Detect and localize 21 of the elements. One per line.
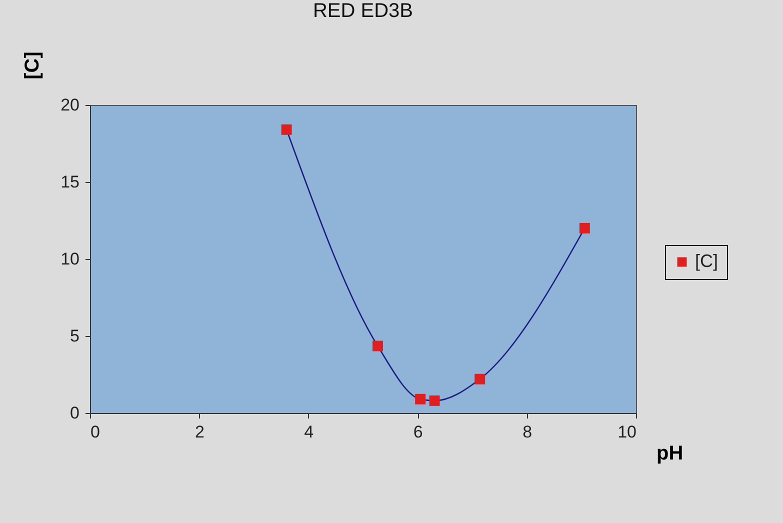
point — [474, 374, 486, 384]
x-axis-title: pH — [656, 442, 684, 464]
x-tick-label: 10 — [618, 422, 636, 442]
x-tick-label: 2 — [194, 422, 204, 442]
y-axis-title: [C] — [22, 52, 44, 80]
point — [415, 394, 426, 404]
x-tick-label: 0 — [90, 422, 100, 442]
x-tick-label: 4 — [304, 422, 314, 442]
x-tick-label: 8 — [522, 422, 532, 442]
y-tick-label: 15 — [60, 172, 80, 192]
point — [372, 340, 383, 352]
point — [579, 222, 590, 234]
y-tick-label: 5 — [70, 326, 80, 346]
y-tick-label: 0 — [70, 404, 80, 422]
x-tick-label: 6 — [413, 422, 423, 442]
chart-title: RED ED3B — [312, 0, 414, 22]
y-tick-label: 10 — [60, 250, 80, 268]
legend-label: [C] — [695, 251, 718, 271]
point — [429, 395, 440, 406]
y-tick-label: 20 — [60, 96, 80, 114]
point — [281, 124, 292, 135]
